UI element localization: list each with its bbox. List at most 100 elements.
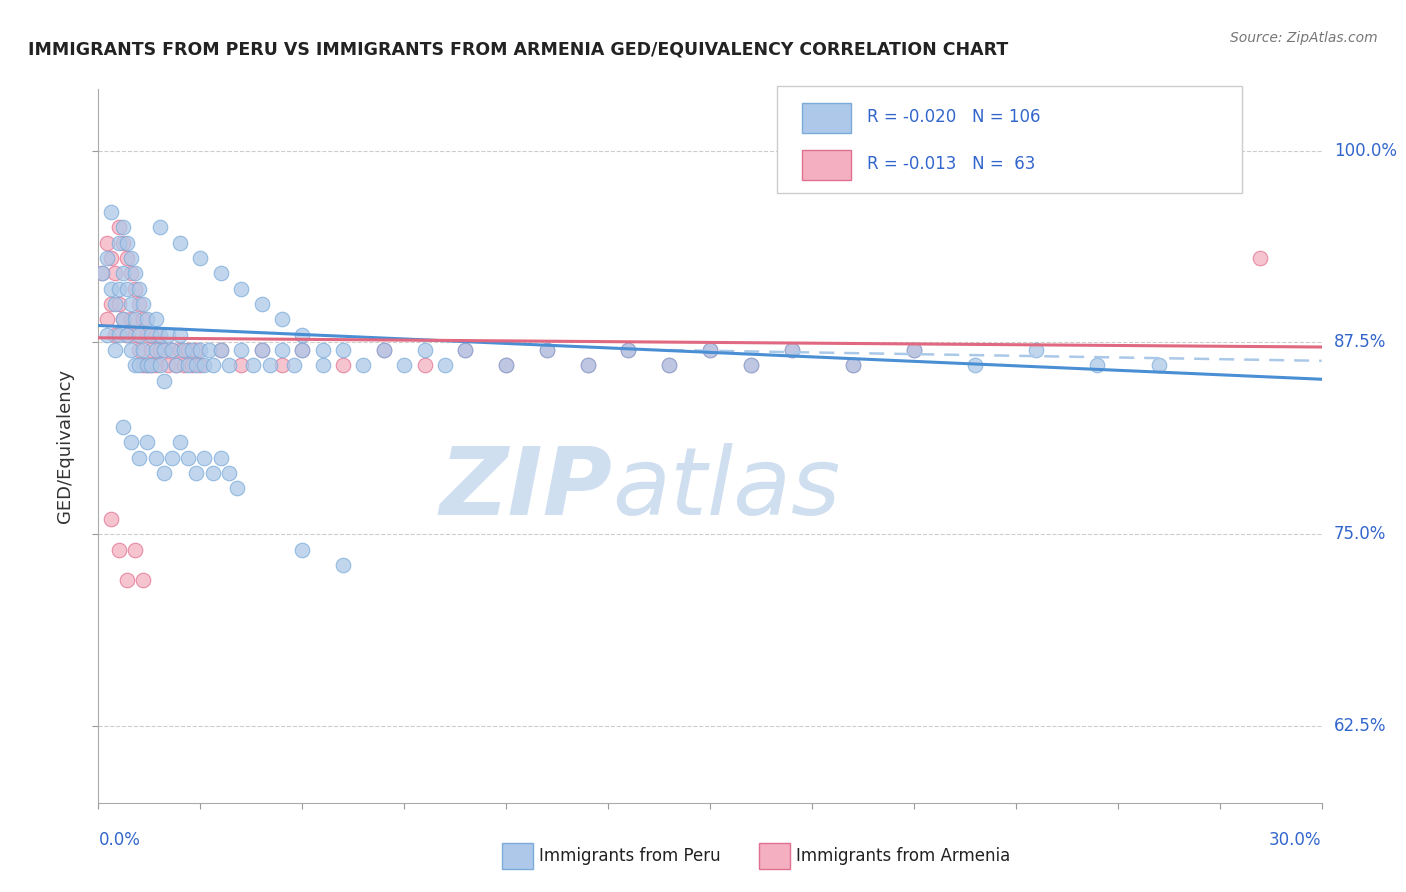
Point — [283, 359, 305, 373]
Point — [209, 343, 232, 357]
Point — [536, 343, 558, 357]
Point — [111, 220, 134, 235]
Bar — [759, 844, 790, 869]
Point — [332, 343, 354, 357]
Point — [1147, 359, 1170, 373]
Point — [173, 359, 195, 373]
Point — [177, 343, 200, 357]
Point — [169, 343, 191, 357]
Point — [111, 419, 134, 434]
Point — [209, 450, 232, 465]
Point — [128, 282, 150, 296]
Point — [186, 359, 208, 373]
Point — [193, 450, 215, 465]
Text: R = -0.013   N =  63: R = -0.013 N = 63 — [866, 155, 1035, 173]
Point — [177, 359, 200, 373]
Text: Source: ZipAtlas.com: Source: ZipAtlas.com — [1230, 31, 1378, 45]
Point — [352, 359, 374, 373]
Point — [111, 266, 134, 280]
Text: 62.5%: 62.5% — [1334, 717, 1386, 735]
Point — [658, 359, 681, 373]
Point — [658, 359, 681, 373]
Point — [617, 343, 640, 357]
Text: Immigrants from Armenia: Immigrants from Armenia — [796, 847, 1010, 865]
Point — [124, 312, 146, 326]
Point — [115, 251, 138, 265]
Point — [332, 359, 354, 373]
Point — [495, 359, 517, 373]
Point — [291, 542, 314, 557]
Point — [413, 343, 436, 357]
Point — [169, 235, 191, 250]
Point — [226, 481, 249, 495]
Point — [169, 435, 191, 450]
Point — [160, 450, 183, 465]
Text: 0.0%: 0.0% — [98, 831, 141, 849]
Point — [145, 450, 167, 465]
Point — [373, 343, 395, 357]
Point — [124, 542, 146, 557]
Point — [740, 359, 762, 373]
Point — [108, 220, 131, 235]
Point — [373, 343, 395, 357]
Point — [91, 266, 114, 280]
Point — [91, 266, 114, 280]
Point — [145, 327, 167, 342]
Point — [270, 359, 294, 373]
Point — [454, 343, 477, 357]
Text: 100.0%: 100.0% — [1334, 142, 1398, 160]
Point — [291, 343, 314, 357]
Point — [120, 297, 142, 311]
Point — [259, 359, 281, 373]
Text: 75.0%: 75.0% — [1334, 525, 1386, 543]
Point — [132, 359, 155, 373]
Point — [173, 343, 195, 357]
Point — [454, 343, 477, 357]
Point — [132, 297, 155, 311]
Point — [128, 327, 150, 342]
Point — [536, 343, 558, 357]
Text: IMMIGRANTS FROM PERU VS IMMIGRANTS FROM ARMENIA GED/EQUIVALENCY CORRELATION CHAR: IMMIGRANTS FROM PERU VS IMMIGRANTS FROM … — [28, 40, 1008, 58]
Point — [903, 343, 925, 357]
Point — [124, 282, 146, 296]
Point — [156, 327, 179, 342]
Point — [104, 297, 127, 311]
Point — [197, 343, 219, 357]
Bar — [801, 103, 851, 133]
Point — [115, 327, 138, 342]
Point — [270, 343, 294, 357]
Point — [188, 251, 212, 265]
Point — [1249, 251, 1271, 265]
Point — [903, 343, 925, 357]
Point — [141, 327, 163, 342]
Point — [165, 359, 187, 373]
Point — [434, 359, 457, 373]
Point — [132, 343, 155, 357]
Bar — [801, 150, 851, 180]
Point — [270, 312, 294, 326]
Point — [149, 343, 172, 357]
Point — [780, 343, 803, 357]
Point — [132, 574, 155, 588]
Point — [181, 359, 204, 373]
Point — [291, 343, 314, 357]
Point — [242, 359, 264, 373]
Point — [291, 327, 314, 342]
Bar — [502, 844, 533, 869]
Point — [169, 327, 191, 342]
Point — [965, 359, 987, 373]
Point — [104, 343, 127, 357]
Point — [152, 343, 174, 357]
Point — [108, 327, 131, 342]
Point — [841, 359, 863, 373]
Point — [188, 359, 212, 373]
Point — [115, 327, 138, 342]
Point — [160, 343, 183, 357]
Point — [128, 343, 150, 357]
Point — [156, 359, 179, 373]
Point — [699, 343, 721, 357]
Point — [780, 343, 803, 357]
Point — [149, 327, 172, 342]
Text: 87.5%: 87.5% — [1334, 334, 1386, 351]
Point — [124, 327, 146, 342]
